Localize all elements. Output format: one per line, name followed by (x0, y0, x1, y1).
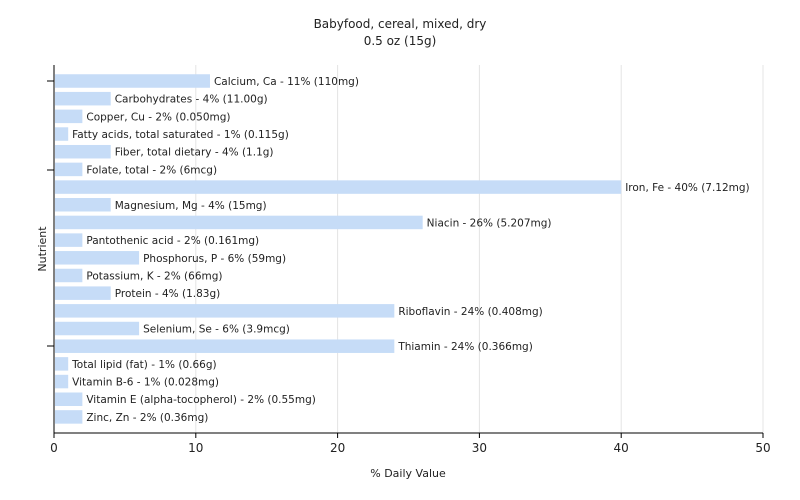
bar (55, 392, 83, 406)
chart-title: Babyfood, cereal, mixed, dry (314, 17, 487, 31)
bar (55, 109, 83, 124)
bar-label: Zinc, Zn - 2% (0.36mg) (86, 412, 208, 424)
bar (55, 268, 83, 283)
x-axis-title: % Daily Value (370, 467, 446, 480)
bar (55, 410, 83, 424)
bar-label: Total lipid (fat) - 1% (0.66g) (71, 359, 216, 371)
bar (55, 162, 83, 177)
bar-label: Folate, total - 2% (6mcg) (86, 164, 217, 176)
bar (55, 357, 69, 371)
x-tick-label: 50 (755, 441, 770, 455)
y-axis-title: Nutrient (36, 226, 49, 272)
bar-label: Fiber, total dietary - 4% (1.1g) (115, 147, 274, 159)
bar (55, 91, 111, 106)
bar (55, 251, 140, 265)
gridlines (54, 65, 764, 433)
bar-label: Protein - 4% (1.83g) (115, 288, 221, 300)
x-tick-label: 20 (330, 441, 345, 455)
bar-label: Copper, Cu - 2% (0.050mg) (86, 111, 230, 123)
bar-label: Fatty acids, total saturated - 1% (0.115… (72, 129, 289, 141)
plot-area (54, 65, 763, 433)
bar (55, 215, 423, 230)
bar (55, 180, 622, 194)
bar (55, 321, 140, 336)
bar-label: Riboflavin - 24% (0.408mg) (398, 306, 542, 318)
bar (55, 339, 395, 353)
bar-label: Carbohydrates - 4% (11.00g) (115, 94, 268, 106)
bars: Calcium, Ca - 11% (110mg) Carbohydrates -… (55, 74, 750, 424)
bar-label: Pantothenic acid - 2% (0.161mg) (86, 235, 259, 247)
bar (55, 286, 111, 300)
bar (55, 144, 111, 159)
bar (55, 233, 83, 247)
x-tick-label: 0 (50, 441, 58, 455)
bar-label: Magnesium, Mg - 4% (15mg) (115, 200, 267, 212)
bar-label: Vitamin E (alpha-tocopherol) - 2% (0.55m… (86, 394, 315, 406)
bar (55, 374, 69, 389)
bar-label: Phosphorus, P - 6% (59mg) (143, 253, 286, 265)
bar-label: Potassium, K - 2% (66mg) (86, 270, 222, 282)
bar (55, 127, 69, 141)
bar (55, 74, 210, 88)
axes: 0 10 20 30 40 50 (47, 65, 771, 455)
x-tick-label: 10 (188, 441, 203, 455)
bar-label: Calcium, Ca - 11% (110mg) (214, 76, 359, 88)
bar-label: Selenium, Se - 6% (3.9mcg) (143, 324, 290, 336)
bar (55, 198, 111, 212)
x-tick-label: 40 (614, 441, 629, 455)
chart-subtitle: 0.5 oz (15g) (364, 34, 437, 48)
bar (55, 304, 395, 318)
x-tick-label: 30 (472, 441, 487, 455)
bar-label: Vitamin B-6 - 1% (0.028mg) (72, 377, 219, 389)
bar-label: Iron, Fe - 40% (7.12mg) (625, 182, 749, 194)
bar-label: Niacin - 26% (5.207mg) (427, 217, 552, 229)
bar-label: Thiamin - 24% (0.366mg) (397, 341, 533, 353)
